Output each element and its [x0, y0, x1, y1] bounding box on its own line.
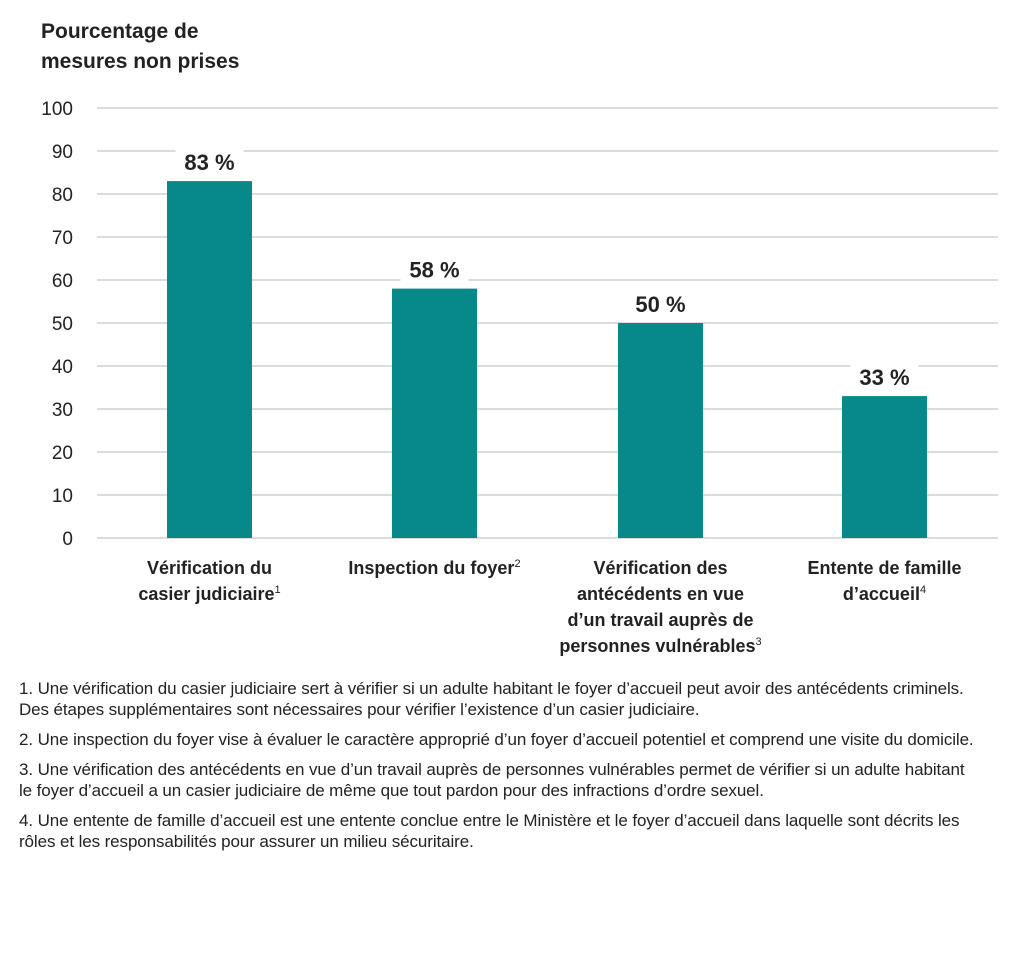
footnote-marker: 1: [274, 584, 280, 596]
y-tick-label-70: 70: [52, 228, 73, 249]
chart-title-line-2: mesures non prises: [41, 50, 239, 73]
category-label-3: Vérification des antécédents en vue d’un t…: [559, 558, 761, 656]
category-label-line: Inspection du foyer2: [348, 558, 520, 578]
data-label-bg-4: [850, 364, 919, 391]
chart-title-line-1: Pourcentage de: [41, 20, 199, 43]
y-axis-ticks: 0 10 20 30 40 50 60 70 80 90 100: [41, 99, 73, 550]
bar-2: [392, 288, 477, 538]
y-tick-label-20: 20: [52, 443, 73, 464]
y-tick-label-50: 50: [52, 314, 73, 335]
footnotes: 1. Une vérification du casier judiciaire…: [19, 678, 979, 861]
bar-1: [167, 181, 252, 538]
data-label-2: 58 %: [409, 258, 459, 283]
footnote-4: 4. Une entente de famille d’accueil est …: [19, 811, 960, 851]
bar-3: [618, 323, 703, 538]
data-label-bg-3: [626, 291, 695, 317]
y-tick-label-80: 80: [52, 185, 73, 206]
x-axis-categories: Vérification du casier judiciaire1 Inspect…: [138, 558, 961, 656]
category-label-line: d’un travail auprès de: [567, 610, 753, 630]
y-tick-label-0: 0: [62, 529, 73, 550]
data-label-3: 50 %: [635, 292, 685, 317]
y-tick-label-90: 90: [52, 142, 73, 163]
category-label-line: Vérification des: [593, 558, 727, 578]
data-label-1: 83 %: [184, 150, 234, 175]
category-label-line: d’accueil4: [843, 584, 926, 604]
footnote-marker: 4: [920, 584, 926, 596]
footnote-3: 3. Une vérification des antécédents en v…: [19, 760, 965, 800]
footnote-2: 2. Une inspection du foyer vise à évalue…: [19, 730, 974, 749]
category-label-1: Vérification du casier judiciaire1: [138, 558, 280, 604]
y-tick-label-100: 100: [41, 99, 73, 120]
data-label-bg-2: [400, 256, 469, 283]
footnote-marker: 3: [755, 636, 761, 648]
category-label-4: Entente de famille d’accueil4: [807, 558, 961, 604]
footnote-1: 1. Une vérification du casier judiciaire…: [19, 679, 964, 719]
category-label-line: personnes vulnérables3: [559, 636, 761, 656]
bars: [167, 181, 927, 538]
data-labels: 83 % 58 % 50 % 33 %: [175, 149, 919, 391]
y-tick-label-10: 10: [52, 486, 73, 507]
data-label-4: 33 %: [859, 365, 909, 390]
data-label-bg-1: [175, 149, 244, 176]
category-label-2: Inspection du foyer2: [348, 558, 520, 578]
y-tick-label-60: 60: [52, 271, 73, 292]
bar-chart: Pourcentage de mesures non prises 0 10 20 3…: [41, 20, 998, 656]
footnote-marker: 2: [514, 558, 520, 570]
y-tick-label-30: 30: [52, 400, 73, 421]
category-label-line: casier judiciaire1: [138, 584, 280, 604]
category-label-line: antécédents en vue: [577, 584, 744, 604]
bar-4: [842, 396, 927, 538]
y-tick-label-40: 40: [52, 357, 73, 378]
category-label-line: Vérification du: [147, 558, 272, 578]
category-label-line: Entente de famille: [807, 558, 961, 578]
chart-title: Pourcentage de mesures non prises: [41, 20, 239, 73]
